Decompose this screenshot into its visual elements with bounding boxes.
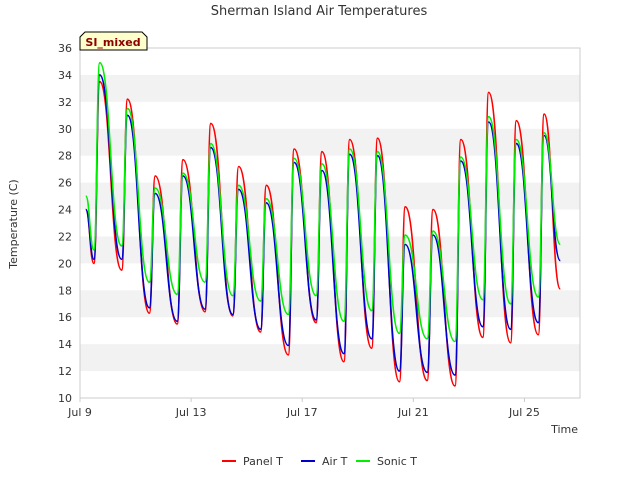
x-axis: Jul 9 Jul 13 Jul 17 Jul 21 Jul 25 (67, 398, 540, 419)
grid-band (80, 344, 580, 372)
y-tick-label: 12 (58, 365, 72, 378)
y-tick-label: 34 (58, 69, 72, 82)
series-lines (85, 62, 562, 387)
y-tick-label: 32 (58, 96, 72, 109)
y-tick-label: 22 (58, 230, 72, 243)
x-tick-label: Jul 17 (286, 406, 318, 419)
y-axis: 10 12 14 16 18 20 22 24 26 28 30 32 34 36 (58, 42, 72, 405)
y-tick-label: 18 (58, 284, 72, 297)
x-tick-label: Jul 9 (67, 406, 92, 419)
y-tick-label: 10 (58, 392, 72, 405)
legend: Panel T Air T Sonic T (222, 455, 417, 468)
series-line-panel-t (85, 80, 562, 387)
legend-label-panel-t: Panel T (243, 455, 283, 468)
x-axis-label: Time (550, 423, 578, 436)
y-tick-label: 20 (58, 257, 72, 270)
plot-frame (79, 47, 581, 399)
x-tick-label: Jul 25 (508, 406, 540, 419)
series-line-air-t (85, 74, 562, 376)
site-tag-box (79, 31, 148, 51)
y-tick-label: 36 (58, 42, 72, 55)
chart-title: Sherman Island Air Temperatures (211, 4, 428, 19)
legend-label-air-t: Air T (322, 455, 348, 468)
site-tag-label: SI_mixed (85, 36, 140, 49)
y-tick-label: 24 (58, 204, 72, 217)
y-axis-label: Temperature (C) (7, 179, 20, 269)
x-tick-label: Jul 13 (175, 406, 207, 419)
grid-band (80, 236, 580, 264)
legend-label-sonic-t: Sonic T (377, 455, 417, 468)
y-tick-label: 30 (58, 123, 72, 136)
series-line-sonic-t (85, 62, 562, 343)
site-tag: SI_mixed (79, 31, 148, 51)
x-tick-label: Jul 21 (397, 406, 429, 419)
grid-band (80, 74, 580, 102)
y-tick-label: 14 (58, 338, 72, 351)
grid-band (80, 290, 580, 318)
y-tick-label: 28 (58, 150, 72, 163)
grid-band (80, 128, 580, 156)
y-tick-label: 26 (58, 177, 72, 190)
y-tick-label: 16 (58, 311, 72, 324)
